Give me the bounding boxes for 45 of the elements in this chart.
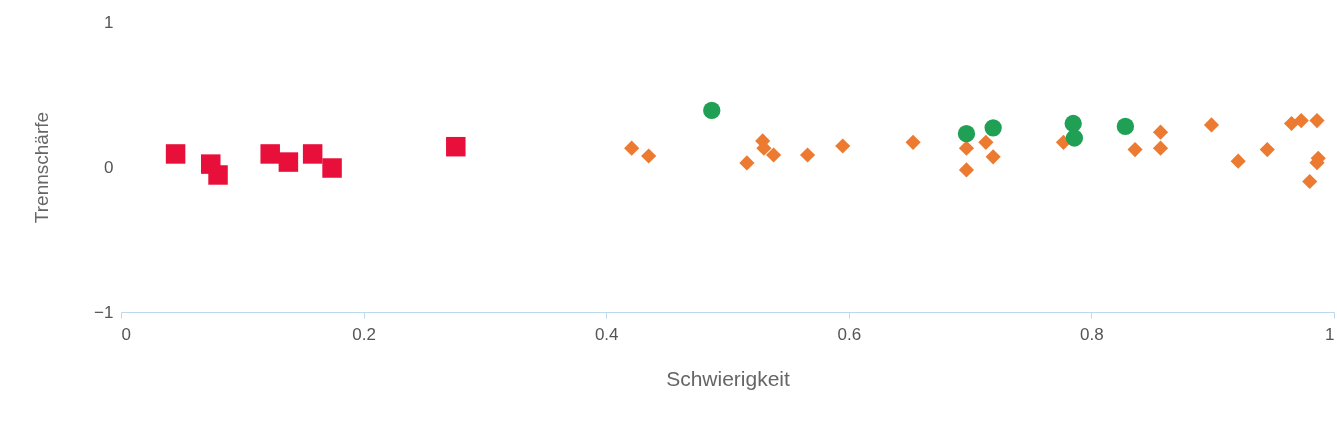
- point: [446, 136, 466, 157]
- point: [278, 152, 299, 172]
- point: [958, 162, 975, 178]
- point: [322, 158, 342, 178]
- point: [766, 147, 782, 163]
- point: [1259, 142, 1275, 158]
- point: [1116, 117, 1135, 136]
- point: [260, 144, 280, 164]
- point: [1064, 114, 1082, 133]
- x-tick-label: 0: [121, 324, 131, 344]
- point: [624, 140, 640, 156]
- point: [1283, 115, 1300, 132]
- point: [1309, 113, 1325, 129]
- point: [1293, 113, 1309, 129]
- point: [1152, 140, 1169, 156]
- y-tick-label: 0: [104, 157, 114, 177]
- x-tick-label: 0.4: [594, 324, 619, 344]
- x-axis-title: Schwierigkeit: [666, 366, 791, 390]
- point: [1302, 173, 1318, 190]
- point: [957, 125, 976, 143]
- x-tick-label: 0.2: [352, 324, 376, 344]
- x-tick-label: 0.6: [837, 324, 862, 344]
- point: [1203, 117, 1220, 133]
- point: [302, 144, 323, 164]
- point: [978, 134, 994, 150]
- point: [985, 149, 1001, 165]
- point: [208, 165, 228, 185]
- point: [984, 119, 1002, 137]
- point: [739, 155, 755, 171]
- point: [905, 134, 921, 150]
- point: [1152, 124, 1169, 140]
- point: [1065, 129, 1084, 147]
- x-tick-label: 0.8: [1080, 324, 1104, 344]
- point: [703, 101, 721, 120]
- point: [1127, 142, 1143, 158]
- y-axis-title: Trennschärfe: [31, 111, 53, 224]
- y-tick-label: −1: [94, 302, 114, 322]
- point: [835, 138, 851, 154]
- point: [1230, 153, 1246, 169]
- point: [165, 144, 186, 164]
- point: [799, 147, 816, 163]
- point: [641, 148, 657, 164]
- x-tick-label: 1: [1325, 324, 1335, 344]
- y-tick-label: 1: [104, 12, 114, 32]
- point: [958, 140, 975, 156]
